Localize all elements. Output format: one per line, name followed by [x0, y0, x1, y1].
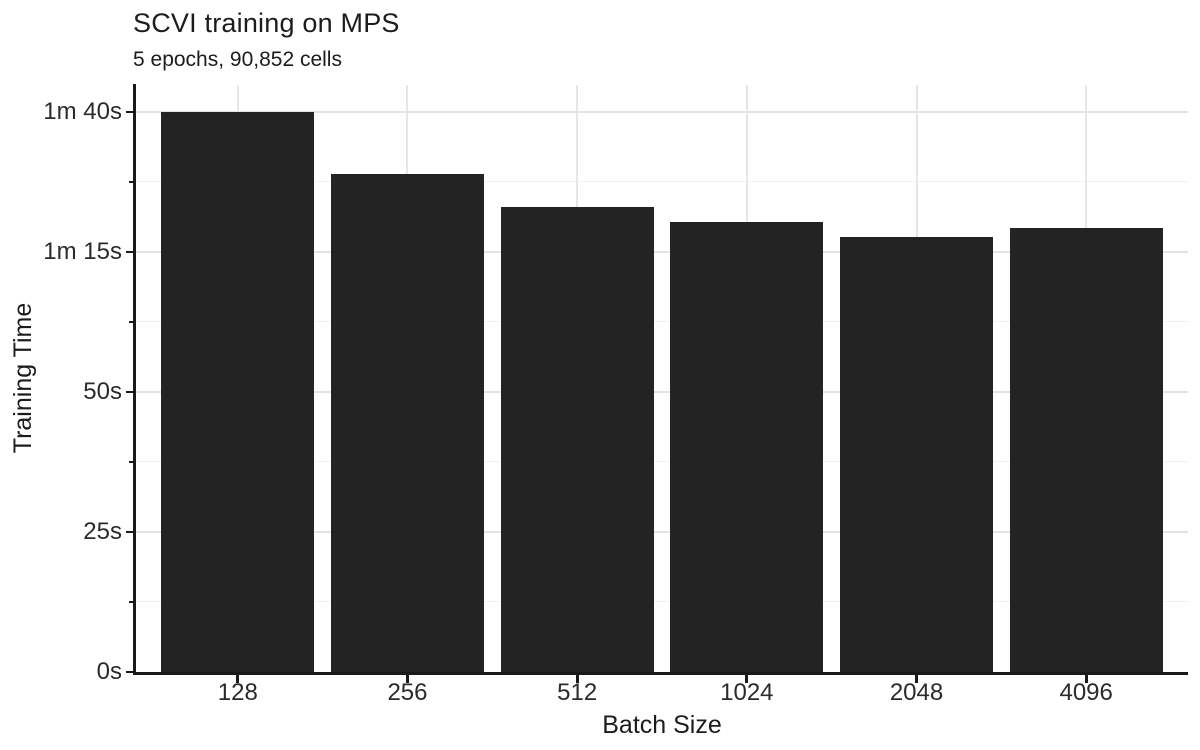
major-gridline	[136, 110, 1188, 113]
y-tick-label: 1m 15s	[43, 237, 122, 265]
bar-1024	[670, 221, 824, 672]
x-tick-label: 1024	[720, 679, 774, 706]
x-axis-line	[133, 672, 1188, 675]
y-minor-tick	[129, 460, 134, 463]
x-tick-label: 512	[557, 679, 598, 706]
y-tick	[126, 110, 134, 113]
x-tick	[915, 675, 919, 683]
x-tick-label: 256	[387, 679, 428, 706]
x-tick-label: 2048	[889, 679, 944, 706]
y-tick	[126, 250, 134, 253]
y-tick-label: 1m 40s	[43, 97, 122, 125]
x-tick	[236, 675, 240, 683]
x-tick-label: 4096	[1059, 679, 1113, 706]
y-tick-label: 25s	[83, 517, 122, 545]
y-axis-line	[133, 84, 136, 675]
chart-subtitle: 5 epochs, 90,852 cells	[133, 48, 342, 71]
bar-512	[500, 207, 654, 672]
x-tick	[1084, 675, 1088, 683]
bar-4096	[1009, 228, 1163, 672]
y-minor-tick	[129, 320, 134, 323]
major-gridline	[136, 250, 1188, 253]
y-minor-tick	[129, 600, 134, 603]
x-tick	[575, 675, 579, 683]
x-tick-label: 128	[217, 679, 258, 706]
chart-title: SCVI training on MPS	[133, 8, 400, 38]
minor-gridline	[136, 461, 1188, 463]
y-axis-title: Training Time	[9, 302, 37, 454]
y-minor-tick	[129, 180, 134, 183]
minor-gridline	[136, 321, 1188, 323]
bar-256	[330, 173, 484, 672]
major-gridline	[136, 390, 1188, 393]
plot-area	[136, 85, 1188, 672]
y-tick-label: 0s	[96, 658, 122, 685]
x-axis-title: Batch Size	[602, 711, 722, 739]
y-tick	[126, 530, 134, 533]
x-tick	[745, 675, 749, 683]
bar-128	[161, 111, 315, 672]
y-tick-label: 50s	[83, 377, 122, 405]
y-tick	[126, 671, 134, 673]
y-tick	[126, 390, 134, 393]
minor-gridline	[136, 181, 1188, 183]
bar-2048	[840, 236, 994, 672]
major-gridline	[136, 530, 1188, 533]
x-tick	[405, 675, 409, 683]
minor-gridline	[136, 601, 1188, 603]
